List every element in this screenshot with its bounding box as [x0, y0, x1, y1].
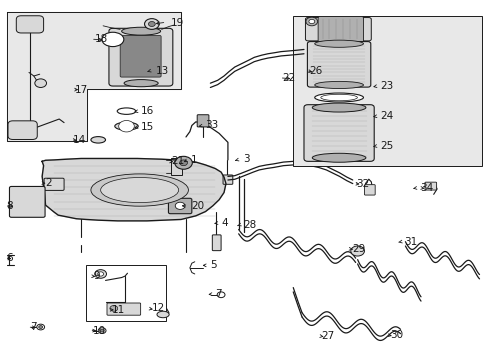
Text: 25: 25	[379, 141, 392, 151]
FancyBboxPatch shape	[109, 28, 172, 86]
FancyBboxPatch shape	[223, 175, 232, 184]
Text: 27: 27	[321, 331, 334, 341]
Ellipse shape	[117, 108, 136, 114]
Text: 29: 29	[351, 244, 364, 254]
Circle shape	[148, 22, 155, 27]
Bar	[171, 158, 182, 175]
Ellipse shape	[314, 40, 363, 47]
Circle shape	[217, 292, 224, 298]
Text: 7: 7	[215, 289, 222, 299]
Text: 32: 32	[356, 179, 369, 189]
Text: 6: 6	[6, 253, 13, 263]
Circle shape	[37, 324, 44, 330]
FancyBboxPatch shape	[168, 198, 191, 214]
Ellipse shape	[312, 103, 365, 112]
FancyBboxPatch shape	[212, 235, 221, 251]
FancyBboxPatch shape	[364, 185, 374, 195]
FancyBboxPatch shape	[424, 182, 436, 190]
Text: 22: 22	[282, 73, 295, 83]
Ellipse shape	[320, 94, 357, 101]
Text: 18: 18	[94, 35, 107, 44]
FancyBboxPatch shape	[107, 303, 141, 315]
FancyBboxPatch shape	[318, 17, 363, 42]
Circle shape	[119, 121, 134, 132]
Circle shape	[39, 325, 42, 328]
Polygon shape	[42, 158, 225, 221]
Ellipse shape	[312, 153, 365, 162]
Ellipse shape	[314, 81, 363, 89]
Text: 30: 30	[389, 330, 402, 340]
FancyBboxPatch shape	[304, 105, 373, 161]
Text: 7: 7	[30, 322, 37, 332]
Circle shape	[175, 202, 184, 210]
Text: 34: 34	[419, 183, 432, 193]
Text: 8: 8	[6, 201, 13, 211]
Text: 14: 14	[73, 135, 86, 145]
Text: 28: 28	[243, 220, 256, 230]
Circle shape	[144, 19, 159, 30]
FancyBboxPatch shape	[9, 186, 45, 217]
FancyBboxPatch shape	[8, 121, 37, 139]
FancyBboxPatch shape	[120, 36, 161, 77]
Text: 5: 5	[210, 260, 217, 270]
Text: 31: 31	[404, 237, 417, 247]
Circle shape	[100, 329, 104, 332]
Circle shape	[305, 17, 317, 26]
Text: 11: 11	[112, 305, 125, 315]
Text: 15: 15	[141, 122, 154, 132]
FancyBboxPatch shape	[305, 18, 370, 41]
Ellipse shape	[115, 122, 138, 130]
Ellipse shape	[314, 93, 363, 102]
Text: 23: 23	[379, 81, 392, 91]
Polygon shape	[6, 12, 181, 140]
FancyBboxPatch shape	[197, 115, 208, 127]
Text: 2: 2	[45, 178, 52, 188]
Ellipse shape	[157, 311, 169, 318]
Text: 33: 33	[205, 121, 218, 130]
Text: 21: 21	[171, 156, 184, 166]
Ellipse shape	[122, 27, 160, 35]
Ellipse shape	[102, 32, 123, 46]
Ellipse shape	[101, 177, 178, 203]
FancyBboxPatch shape	[16, 16, 43, 33]
Circle shape	[95, 270, 106, 278]
FancyBboxPatch shape	[307, 41, 370, 87]
Text: 1: 1	[190, 155, 197, 165]
Text: 24: 24	[379, 111, 392, 121]
Circle shape	[350, 246, 364, 256]
Circle shape	[308, 19, 314, 24]
Ellipse shape	[91, 136, 105, 143]
Ellipse shape	[124, 80, 158, 87]
Text: 20: 20	[190, 201, 203, 211]
Text: 10: 10	[92, 325, 105, 336]
Circle shape	[35, 79, 46, 87]
Bar	[86, 265, 166, 321]
Circle shape	[98, 328, 106, 333]
Circle shape	[110, 306, 118, 311]
Text: 4: 4	[221, 218, 227, 228]
Text: 12: 12	[152, 303, 165, 314]
Circle shape	[179, 160, 187, 166]
Text: 13: 13	[156, 66, 169, 76]
Text: 17: 17	[75, 85, 88, 95]
Circle shape	[174, 156, 192, 169]
Text: 26: 26	[308, 66, 322, 76]
Text: 3: 3	[243, 154, 250, 164]
Text: 16: 16	[141, 106, 154, 116]
Text: 9: 9	[93, 271, 100, 281]
Circle shape	[98, 272, 103, 276]
Bar	[293, 16, 482, 166]
FancyBboxPatch shape	[44, 178, 64, 190]
Text: 19: 19	[170, 18, 183, 28]
Ellipse shape	[91, 174, 188, 206]
